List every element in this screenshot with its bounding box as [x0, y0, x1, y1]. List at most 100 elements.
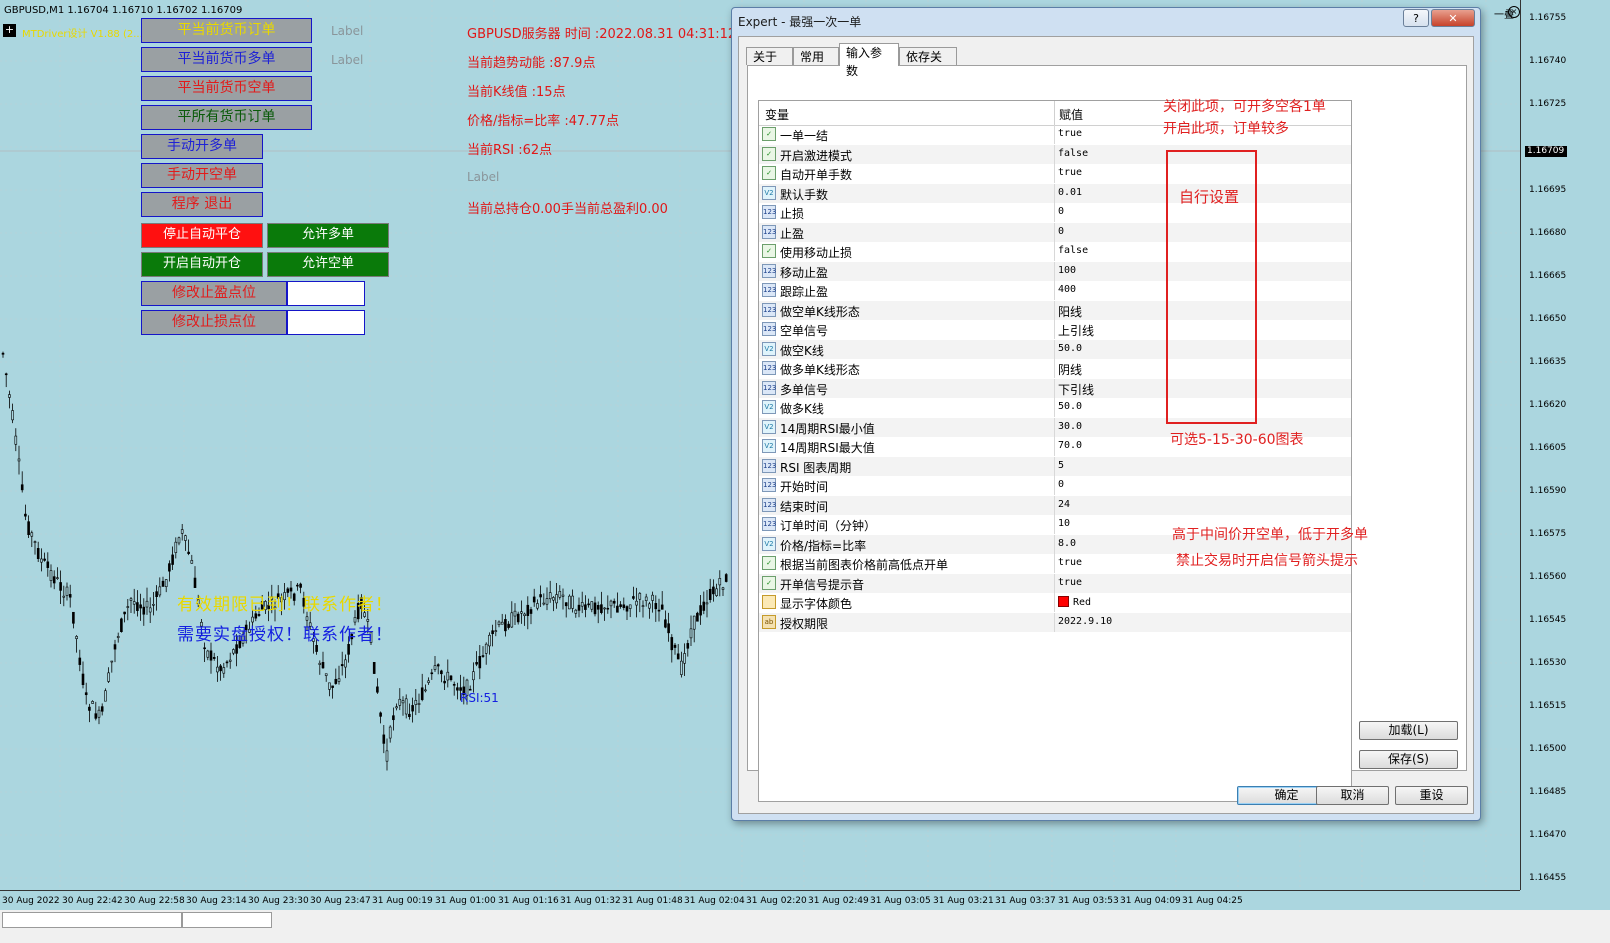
param-name: 止损 [780, 207, 805, 221]
param-row[interactable]: ✓ 一单一结 true [759, 125, 1351, 144]
candle-body [123, 611, 126, 615]
stop-auto-close-button[interactable]: 停止自动平仓 [141, 223, 263, 248]
param-value[interactable]: 8.0 [1058, 537, 1077, 549]
help-button[interactable]: ? [1403, 9, 1429, 27]
param-value[interactable]: 10 [1058, 518, 1071, 529]
param-value[interactable]: 0.01 [1058, 186, 1083, 198]
param-value[interactable]: 100 [1058, 264, 1077, 276]
window-control[interactable]: 一叠 [1494, 10, 1514, 21]
tab-inputs[interactable]: 输入参数 [839, 43, 899, 78]
param-value[interactable]: 阳线 [1058, 304, 1083, 319]
param-row[interactable]: 123 跟踪止盈 400 [759, 281, 1351, 300]
param-value[interactable]: 0 [1058, 479, 1065, 490]
param-row[interactable]: 123 止损 0 [759, 203, 1351, 222]
param-value[interactable]: 阴线 [1058, 363, 1083, 377]
close-icon[interactable]: × [1508, 6, 1520, 18]
param-value[interactable]: true [1058, 557, 1083, 568]
ok-button[interactable]: 确定 [1237, 786, 1336, 805]
param-value[interactable]: 70.0 [1058, 440, 1083, 451]
time-tick: 30 Aug 22:58 [124, 896, 185, 906]
param-row[interactable]: V2 做空K线 50.0 [759, 339, 1351, 359]
tab-dependencies[interactable]: 依存关系 [899, 47, 957, 82]
param-row[interactable]: 123 空单信号 上引线 [759, 320, 1351, 339]
param-value[interactable]: 下引线 [1058, 382, 1095, 397]
param-value[interactable]: 50.0 [1058, 401, 1083, 412]
param-row[interactable]: 123 移动止盈 100 [759, 261, 1351, 281]
allow-sell-button[interactable]: 允许空单 [267, 252, 389, 277]
param-value[interactable]: 50.0 [1058, 342, 1083, 354]
candle-body [571, 595, 574, 609]
price-scale[interactable]: 1.16755 1.16740 1.16725 1.16695 1.16680 1.166… [1520, 0, 1610, 890]
param-value[interactable]: 2022.9.10 [1058, 615, 1113, 627]
param-value[interactable]: Red [1058, 596, 1091, 608]
candle-body [536, 603, 539, 609]
param-row[interactable]: 123 订单时间（分钟） 10 [759, 515, 1351, 534]
dialog-close-button[interactable]: ✕ [1431, 9, 1475, 27]
param-row[interactable]: V2 14周期RSI最大值 70.0 [759, 437, 1351, 456]
candle-body [673, 644, 677, 648]
param-row[interactable]: V2 价格/指标=比率 8.0 [759, 534, 1351, 554]
param-value[interactable]: 0 [1058, 225, 1065, 237]
param-value[interactable]: 上引线 [1058, 324, 1095, 338]
col-value[interactable]: 赋值 [1059, 108, 1084, 122]
param-row[interactable]: 123 多单信号 下引线 [759, 378, 1351, 398]
candle-body [452, 684, 456, 686]
param-value[interactable]: true [1058, 128, 1083, 139]
position-text: 当前总持仓0.00手当前总盈利0.00 [467, 202, 668, 217]
param-value[interactable]: 400 [1058, 284, 1077, 295]
reset-button[interactable]: 重设 [1395, 786, 1468, 805]
candle-body [593, 602, 597, 615]
exit-program-button[interactable]: 程序 退出 [141, 192, 263, 217]
param-row[interactable]: V2 默认手数 0.01 [759, 183, 1351, 203]
close-all-orders-button[interactable]: 平所有货币订单 [141, 105, 312, 130]
candle-body [248, 628, 251, 633]
param-row[interactable]: ✓ 根据当前图表价格前高低点开单 true [759, 554, 1351, 573]
close-current-orders-button[interactable]: 平当前货币订单 [141, 18, 312, 43]
tab-about[interactable]: 关于 [746, 47, 793, 65]
param-value[interactable]: 24 [1058, 498, 1071, 510]
close-current-buy-button[interactable]: 平当前货币多单 [141, 47, 312, 72]
close-current-sell-button[interactable]: 平当前货币空单 [141, 76, 312, 101]
param-row[interactable]: ✓ 使用移动止损 false [759, 242, 1351, 261]
param-value[interactable]: 0 [1058, 206, 1065, 217]
param-row[interactable]: 123 做多单K线形态 阴线 [759, 359, 1351, 378]
manual-buy-button[interactable]: 手动开多单 [141, 134, 263, 159]
param-row[interactable]: 显示字体颜色 Red [759, 593, 1351, 612]
param-row[interactable]: 123 止盈 0 [759, 222, 1351, 242]
chart-tab-2[interactable] [182, 912, 272, 928]
chart-tab-1[interactable] [2, 912, 182, 928]
tp-input[interactable] [287, 281, 365, 306]
allow-buy-button[interactable]: 允许多单 [267, 223, 389, 248]
param-row[interactable]: 123 结束时间 24 [759, 495, 1351, 515]
candle-body [68, 594, 72, 598]
param-value[interactable]: true [1058, 576, 1083, 588]
dbl-type-icon: V2 [762, 341, 776, 356]
manual-sell-button[interactable]: 手动开空单 [141, 163, 263, 188]
candle-body [472, 671, 475, 681]
param-value[interactable]: 30.0 [1058, 420, 1083, 432]
param-value[interactable]: false [1058, 245, 1089, 256]
param-row[interactable]: ✓ 开启激进模式 false [759, 144, 1351, 164]
label-1: Label [331, 24, 364, 38]
tab-common[interactable]: 常用 [793, 47, 839, 65]
params-grid[interactable]: 变量 赋值 ✓ 一单一结 true ✓ 开启激进模式 false ✓ 自动开单手数 true V2… [758, 100, 1352, 802]
param-value[interactable]: 5 [1058, 459, 1065, 471]
start-auto-open-button[interactable]: 开启自动开仓 [141, 252, 263, 277]
modify-tp-button[interactable]: 修改止盈点位 [141, 281, 287, 306]
cancel-button[interactable]: 取消 [1316, 786, 1389, 805]
param-row[interactable]: V2 做多K线 50.0 [759, 398, 1351, 417]
param-row[interactable]: 123 做空单K线形态 阳线 [759, 300, 1351, 320]
param-value[interactable]: false [1058, 147, 1089, 159]
param-value[interactable]: true [1058, 167, 1083, 178]
ea-plus-icon[interactable]: + [3, 23, 16, 37]
param-row[interactable]: 123 开始时间 0 [759, 476, 1351, 495]
param-row[interactable]: ✓ 自动开单手数 true [759, 164, 1351, 183]
modify-sl-button[interactable]: 修改止损点位 [141, 310, 287, 335]
load-button[interactable]: 加载(L) [1359, 721, 1458, 740]
sl-input[interactable] [287, 310, 365, 335]
save-button[interactable]: 保存(S) [1359, 750, 1458, 769]
col-variable[interactable]: 变量 [765, 108, 790, 122]
param-row[interactable]: 123 RSI 图表周期 5 [759, 456, 1351, 476]
param-row[interactable]: ✓ 开单信号提示音 true [759, 573, 1351, 593]
param-row[interactable]: ab 授权期限 2022.9.10 [759, 612, 1351, 632]
